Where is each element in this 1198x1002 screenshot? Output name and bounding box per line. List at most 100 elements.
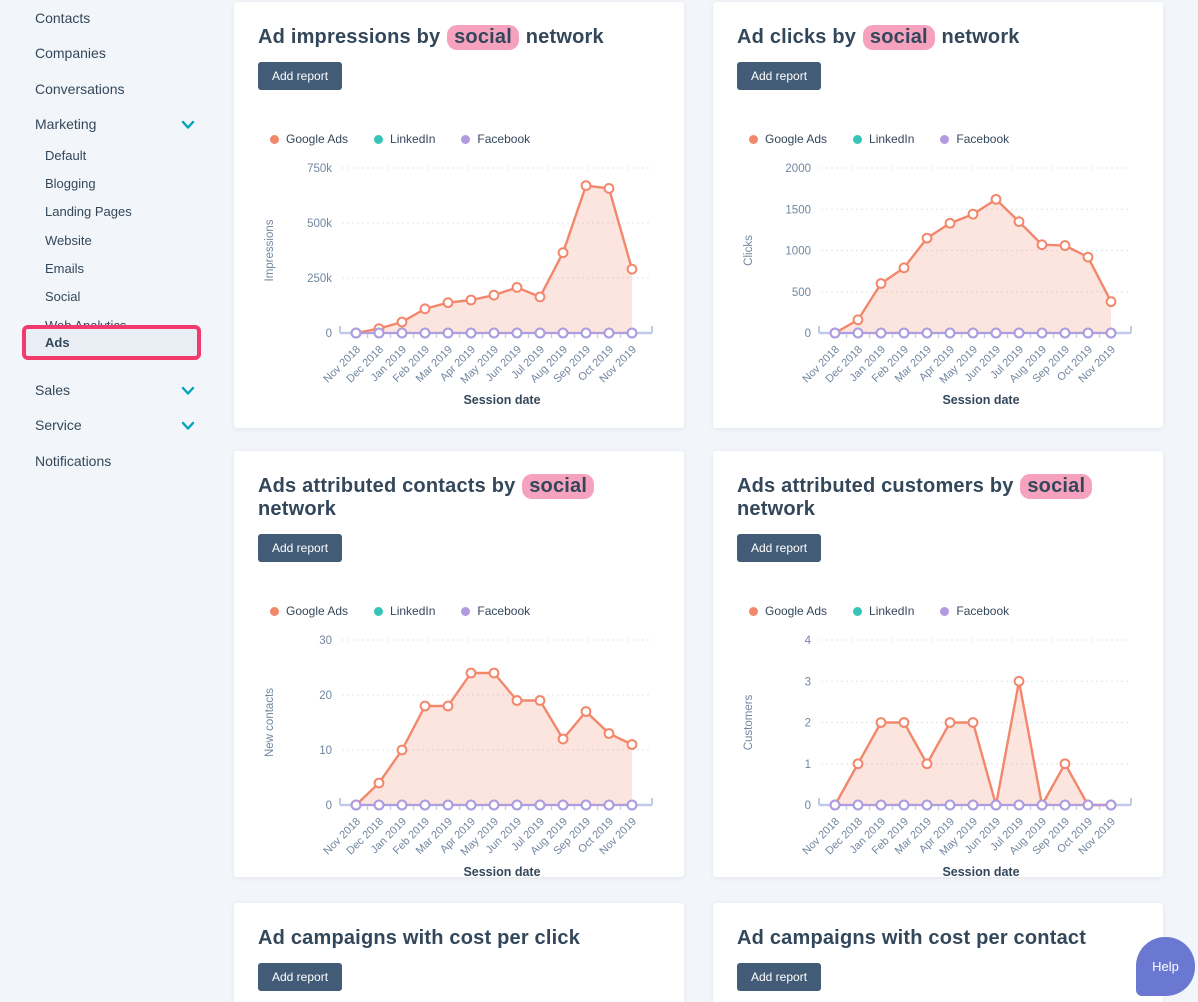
data-point[interactable] (898, 327, 910, 339)
data-point[interactable] (852, 758, 864, 770)
data-point[interactable] (1059, 758, 1071, 770)
data-point[interactable] (944, 327, 956, 339)
data-point[interactable] (603, 183, 615, 194)
data-point[interactable] (511, 327, 523, 339)
data-point[interactable] (921, 758, 933, 770)
data-point[interactable] (1082, 251, 1094, 263)
data-point[interactable] (626, 799, 638, 811)
legend-item-google-ads[interactable]: Google Ads (270, 604, 348, 618)
data-point[interactable] (967, 799, 979, 811)
data-point[interactable] (419, 700, 431, 712)
data-point[interactable] (898, 717, 910, 728)
data-point[interactable] (603, 327, 615, 339)
legend-item-google-ads[interactable]: Google Ads (749, 132, 827, 146)
add-report-button[interactable]: Add report (737, 963, 822, 991)
data-point[interactable] (488, 799, 500, 811)
sidebar-item-blogging[interactable]: Blogging (45, 176, 96, 191)
data-point[interactable] (488, 289, 500, 301)
data-point[interactable] (511, 282, 523, 293)
sidebar-item-default[interactable]: Default (45, 148, 87, 163)
sidebar-item-landing-pages[interactable]: Landing Pages (45, 204, 132, 219)
data-point[interactable] (1036, 799, 1048, 811)
data-point[interactable] (603, 799, 615, 811)
data-point[interactable] (1013, 675, 1025, 687)
sidebar-item-sales[interactable]: Sales (35, 382, 71, 398)
data-point[interactable] (990, 327, 1002, 339)
legend-item-linkedin[interactable]: LinkedIn (853, 132, 914, 146)
sidebar-item-conversations[interactable]: Conversations (35, 81, 125, 97)
data-point[interactable] (580, 327, 592, 339)
data-point[interactable] (1059, 799, 1071, 811)
data-point[interactable] (990, 193, 1002, 205)
data-point[interactable] (626, 739, 638, 750)
data-point[interactable] (465, 327, 477, 339)
data-point[interactable] (580, 706, 592, 717)
data-point[interactable] (1036, 327, 1048, 339)
data-point[interactable] (373, 777, 385, 789)
sidebar-item-ads-selected[interactable]: Ads (22, 325, 201, 360)
legend-item-facebook[interactable]: Facebook (461, 604, 530, 618)
legend-item-google-ads[interactable]: Google Ads (270, 132, 348, 146)
data-point[interactable] (465, 799, 477, 811)
data-point[interactable] (1082, 327, 1094, 339)
data-point[interactable] (875, 278, 887, 289)
data-point[interactable] (829, 327, 841, 339)
data-point[interactable] (875, 717, 887, 728)
data-point[interactable] (557, 247, 569, 259)
data-point[interactable] (442, 297, 454, 309)
data-point[interactable] (1105, 327, 1117, 339)
data-point[interactable] (1105, 799, 1117, 811)
data-point[interactable] (442, 327, 454, 339)
sidebar-item-marketing[interactable]: Marketing (35, 116, 97, 132)
data-point[interactable] (534, 695, 546, 706)
data-point[interactable] (580, 799, 592, 811)
data-point[interactable] (557, 327, 569, 339)
add-report-button[interactable]: Add report (258, 534, 343, 562)
chevron-down-icon[interactable] (181, 120, 195, 130)
data-point[interactable] (534, 799, 546, 811)
data-point[interactable] (852, 327, 864, 339)
data-point[interactable] (967, 717, 979, 728)
data-point[interactable] (534, 327, 546, 339)
data-point[interactable] (852, 314, 864, 326)
legend-item-facebook[interactable]: Facebook (940, 604, 1009, 618)
legend-item-google-ads[interactable]: Google Ads (749, 604, 827, 618)
chevron-down-icon[interactable] (181, 421, 195, 431)
data-point[interactable] (603, 728, 615, 739)
data-point[interactable] (396, 327, 408, 339)
data-point[interactable] (419, 799, 431, 811)
data-point[interactable] (1013, 216, 1025, 228)
data-point[interactable] (921, 327, 933, 339)
data-point[interactable] (373, 327, 385, 339)
data-point[interactable] (829, 799, 841, 811)
data-point[interactable] (580, 180, 592, 191)
data-point[interactable] (419, 327, 431, 339)
data-point[interactable] (419, 303, 431, 315)
data-point[interactable] (944, 799, 956, 811)
data-point[interactable] (1059, 240, 1071, 251)
sidebar-item-contacts[interactable]: Contacts (35, 10, 91, 26)
sidebar-item-companies[interactable]: Companies (35, 45, 106, 61)
data-point[interactable] (898, 262, 910, 274)
add-report-button[interactable]: Add report (737, 62, 822, 90)
data-point[interactable] (534, 291, 546, 303)
data-point[interactable] (373, 799, 385, 811)
help-button[interactable]: Help (1136, 937, 1195, 996)
data-point[interactable] (465, 294, 477, 306)
data-point[interactable] (396, 316, 408, 328)
data-point[interactable] (1013, 799, 1025, 811)
data-point[interactable] (396, 799, 408, 811)
sidebar-item-website[interactable]: Website (45, 233, 92, 248)
legend-item-facebook[interactable]: Facebook (461, 132, 530, 146)
data-point[interactable] (1105, 296, 1117, 308)
data-point[interactable] (488, 667, 500, 679)
sidebar-item-notifications[interactable]: Notifications (35, 453, 112, 469)
data-point[interactable] (967, 327, 979, 339)
data-point[interactable] (626, 263, 638, 275)
data-point[interactable] (1059, 327, 1071, 339)
data-point[interactable] (350, 799, 362, 811)
data-point[interactable] (350, 327, 362, 339)
data-point[interactable] (557, 799, 569, 811)
data-point[interactable] (1013, 327, 1025, 339)
data-point[interactable] (944, 717, 956, 728)
